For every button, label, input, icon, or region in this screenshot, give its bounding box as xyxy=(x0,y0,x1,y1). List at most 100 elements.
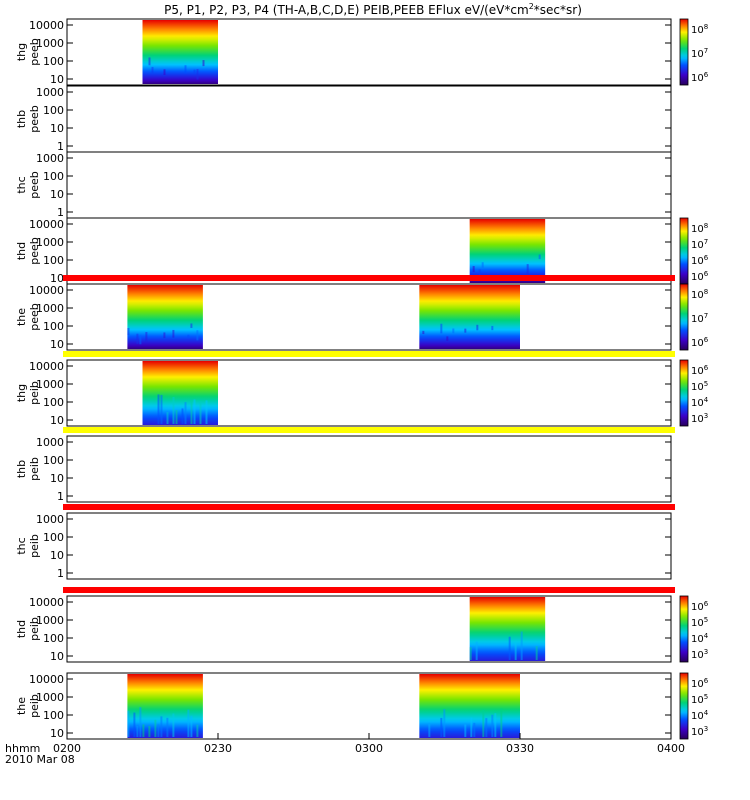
title-tail: *sec*sr) xyxy=(534,3,582,17)
spectrogram-texture xyxy=(185,402,187,424)
panel-thc-peib: 1000 100 10 1 thc peib xyxy=(15,504,675,580)
y-tick-label: 100 xyxy=(43,104,64,117)
panel-frame xyxy=(67,513,671,579)
spectrogram-texture xyxy=(196,330,198,340)
y-tick-label: 10000 xyxy=(29,596,64,609)
x-tick-label: 0330 xyxy=(506,742,534,755)
probe-label: thc xyxy=(15,537,28,554)
spectrogram-texture xyxy=(194,399,196,424)
panel-the-peeb: 10000 1000 100 10 the peeb 108 107 106 xyxy=(15,275,709,351)
spectrogram-texture xyxy=(203,60,205,66)
x-tick-label: 0300 xyxy=(355,742,383,755)
spectrogram-texture xyxy=(464,725,466,737)
colorbar xyxy=(680,284,688,350)
panel-thd-peeb: 10000 1000 100 10 thd peeb 108 107 106 106 xyxy=(15,218,709,285)
y-tick-label: 10 xyxy=(50,122,64,135)
spectrogram-texture xyxy=(154,720,156,737)
colorbar-tick-label: 104 xyxy=(691,632,709,645)
spectrogram-texture xyxy=(428,724,430,737)
y-tick-label: 10000 xyxy=(29,218,64,231)
spectrogram-texture xyxy=(164,69,166,75)
spectrogram-texture xyxy=(206,400,208,424)
figure-title: P5, P1, P2, P3, P4 (TH-A,B,C,D,E) PEIB,P… xyxy=(164,2,582,17)
panel-frame xyxy=(67,436,671,502)
product-label: peib xyxy=(28,534,41,558)
colorbar-tick-label: 108 xyxy=(691,288,708,301)
spectrogram-texture xyxy=(172,714,174,737)
spectrogram-block xyxy=(419,285,520,349)
spectrogram-block xyxy=(470,597,545,661)
spectrogram-texture xyxy=(440,718,442,737)
spectrogram-texture xyxy=(182,408,184,424)
spectrogram-texture xyxy=(167,412,169,424)
panel-frame xyxy=(67,218,671,284)
probe-label: the xyxy=(15,697,28,715)
y-tick-label: 100 xyxy=(43,454,64,467)
product-label: peib xyxy=(28,381,41,405)
title-main: P5, P1, P2, P3, P4 (TH-A,B,C,D,E) PEIB,P… xyxy=(164,3,529,17)
y-tick-label: 100 xyxy=(43,709,64,722)
colorbar-tick-label: 106 xyxy=(691,254,709,267)
colorbar-tick-label: 106 xyxy=(691,336,709,349)
spectrogram-texture xyxy=(145,332,147,342)
spectrogram-texture xyxy=(133,713,135,737)
panel-thg-peeb: 10000100010010thg peeb108107106 xyxy=(15,19,709,86)
panel-frame xyxy=(67,152,671,218)
colorbar-tick-label: 106 xyxy=(691,71,709,84)
colorbar-tick-label: 106 xyxy=(691,364,709,377)
spectrogram-texture xyxy=(446,336,448,341)
spectrogram-texture xyxy=(148,726,150,737)
y-tick-label: 100 xyxy=(43,320,64,333)
spectrogram-texture xyxy=(173,397,175,424)
panel-thb-peib: 1000 100 10 1 thb peib xyxy=(15,427,675,503)
spectrogram-texture xyxy=(196,725,198,737)
spectrogram-block xyxy=(419,674,520,738)
probe-label: the xyxy=(15,308,28,326)
y-tick-label: 10 xyxy=(50,549,64,562)
spectrogram-texture xyxy=(464,329,466,333)
product-label: peeb xyxy=(28,105,41,133)
probe-label: thg xyxy=(15,43,28,61)
colorbar xyxy=(680,218,688,284)
y-tick-label: 10 xyxy=(50,338,64,351)
colorbar-tick-label: 105 xyxy=(691,693,708,706)
spectrogram-texture xyxy=(440,324,442,334)
spectrogram-texture xyxy=(127,328,129,335)
y-tick-label: 1000 xyxy=(36,86,64,99)
colorbar-tick-label: 106 xyxy=(691,600,709,613)
spectrogram-texture xyxy=(509,637,511,660)
spectrogram-block xyxy=(470,219,545,283)
colorbar-tick-label: 108 xyxy=(691,23,708,36)
spectrogram-texture xyxy=(163,332,165,338)
y-tick-label: 100 xyxy=(43,396,64,409)
spectrogram-texture xyxy=(476,325,478,331)
spectrogram-texture xyxy=(136,726,138,737)
status-bar-red xyxy=(63,275,675,281)
colorbar-tick-label: 106 xyxy=(691,677,709,690)
spectrogram-texture xyxy=(527,264,529,274)
colorbar-tick-label: 103 xyxy=(691,725,708,738)
y-tick-label: 10000 xyxy=(29,284,64,297)
spectrogram-texture xyxy=(494,713,496,737)
spectrogram-texture xyxy=(187,335,189,338)
y-tick-label: 100 xyxy=(43,254,64,267)
colorbar xyxy=(680,19,688,85)
spectrogram-texture xyxy=(142,724,144,737)
y-tick-label: 10000 xyxy=(29,673,64,686)
colorbar xyxy=(680,673,688,739)
x-axis-row2-label: 2010 Mar 08 xyxy=(5,753,75,766)
spectrogram-texture xyxy=(473,723,475,737)
spectrogram-texture xyxy=(422,331,424,334)
spectrogram-texture xyxy=(470,647,472,660)
y-tick-label: 100 xyxy=(43,55,64,68)
spectrogram-block xyxy=(127,285,202,349)
spectrogram-texture xyxy=(536,646,538,660)
spectrogram-texture xyxy=(470,717,472,737)
product-label: peib xyxy=(28,457,41,481)
colorbar xyxy=(680,360,688,426)
product-label: peeb xyxy=(28,237,41,265)
y-tick-label: 10 xyxy=(50,472,64,485)
panel-thb-peeb: 1000 100 10 1 thb peeb xyxy=(15,86,671,153)
spectrogram-texture xyxy=(191,400,193,424)
colorbar-tick-label: 103 xyxy=(691,412,708,425)
